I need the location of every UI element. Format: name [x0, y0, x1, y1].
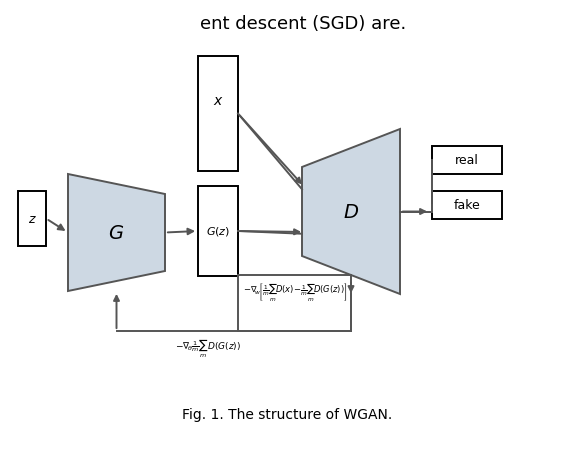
Text: $-\nabla_{\!\theta}\frac{1}{m}\sum_m D(G(z))$: $-\nabla_{\!\theta}\frac{1}{m}\sum_m D(G… [175, 337, 241, 359]
Text: Fig. 1. The structure of WGAN.: Fig. 1. The structure of WGAN. [182, 407, 392, 421]
Bar [198, 57, 238, 172]
Text: $z$: $z$ [28, 212, 36, 226]
Text: $x$: $x$ [212, 93, 223, 107]
Polygon shape [68, 175, 165, 291]
Bar [432, 147, 502, 175]
Polygon shape [302, 130, 400, 295]
Text: $\mathit{G}$: $\mathit{G}$ [108, 224, 125, 243]
Text: real: real [455, 154, 479, 167]
Text: $G(z)$: $G(z)$ [206, 225, 230, 238]
Bar [198, 187, 238, 276]
Bar [432, 192, 502, 220]
Text: ent descent (SGD) are.: ent descent (SGD) are. [200, 15, 406, 33]
Text: fake: fake [453, 199, 480, 212]
Bar [18, 192, 46, 246]
Text: $\mathit{D}$: $\mathit{D}$ [343, 202, 359, 221]
Text: $-\nabla_{\!w}\!\left[\frac{1}{m}\sum_m\!D(x){-}\frac{1}{m}\sum_m\!D(G(z))\right: $-\nabla_{\!w}\!\left[\frac{1}{m}\sum_m\… [243, 281, 347, 302]
